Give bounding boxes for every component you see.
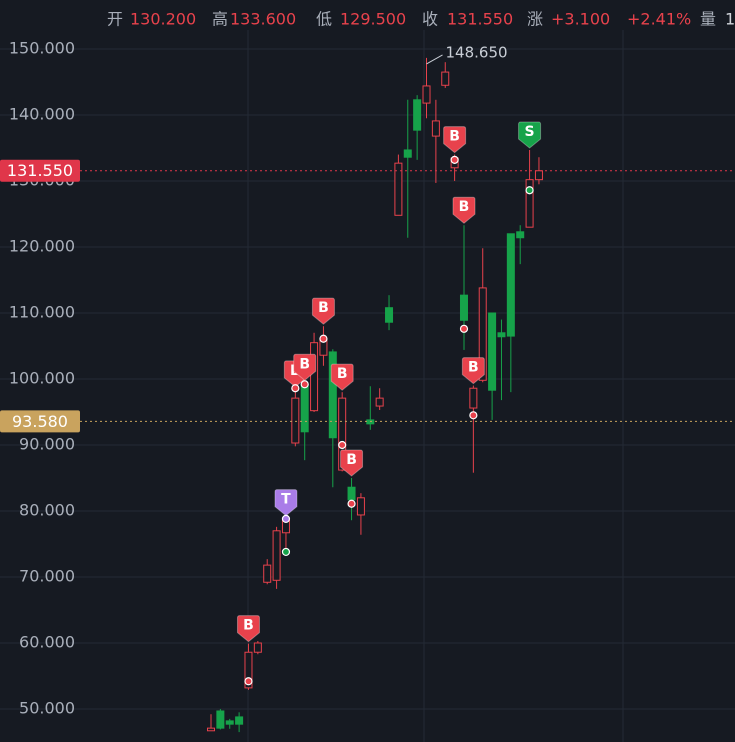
header-label: 高 xyxy=(212,10,228,29)
marker-label: S xyxy=(525,124,535,140)
price-tag xyxy=(0,410,80,433)
marker-label: T xyxy=(281,492,291,508)
candle-body xyxy=(469,387,478,409)
candle-body xyxy=(441,71,450,86)
y-tick-label: 70.000 xyxy=(19,566,75,585)
y-tick-label: 60.000 xyxy=(19,632,75,651)
candle-body xyxy=(207,727,215,732)
marker-label: B xyxy=(243,618,254,634)
candle-body xyxy=(478,287,487,381)
candle-body xyxy=(403,149,412,158)
header-value: 131.550 xyxy=(447,10,513,29)
candle-body xyxy=(413,99,422,131)
candle-body xyxy=(291,397,300,444)
header-value: +2.41% xyxy=(627,10,691,29)
marker-badge xyxy=(452,196,476,224)
price-tag-label: 131.550 xyxy=(7,161,73,180)
marker-badge xyxy=(443,126,467,154)
header-label: 开 xyxy=(107,10,123,29)
candle-body xyxy=(394,162,403,216)
y-tick-label: 100.000 xyxy=(9,368,75,387)
marker-label: B xyxy=(337,366,348,382)
marker-label: B xyxy=(299,356,310,372)
max-label: 148.650 xyxy=(446,43,508,61)
marker-dot xyxy=(525,186,534,195)
marker-badge xyxy=(340,449,364,477)
y-tick-label: 90.000 xyxy=(19,434,75,453)
candle-body xyxy=(216,710,225,729)
header-value: 133.600 xyxy=(230,10,296,29)
y-tick-label: 50.000 xyxy=(19,698,75,717)
marker-badge xyxy=(311,297,335,325)
marker-dot xyxy=(319,334,328,343)
candle-body xyxy=(225,720,234,725)
marker-badge xyxy=(236,615,260,643)
marker-badge xyxy=(330,363,354,391)
candle-body xyxy=(534,170,543,181)
candle-body xyxy=(253,642,262,653)
candle-body xyxy=(356,497,365,516)
marker-badge xyxy=(293,353,317,381)
marker-dot xyxy=(338,440,347,450)
candle-body xyxy=(263,564,272,583)
candle-body xyxy=(366,419,375,425)
signal-dot xyxy=(281,547,291,557)
max-pointer xyxy=(426,54,443,65)
marker-dot xyxy=(459,324,469,333)
header-label: 涨 xyxy=(527,10,543,29)
marker-label: B xyxy=(468,360,479,376)
marker-dot xyxy=(300,380,309,389)
candle-body xyxy=(375,397,384,407)
marker-dot xyxy=(244,677,253,686)
marker-dot xyxy=(469,411,478,420)
candle-body xyxy=(310,342,319,412)
candle-body xyxy=(338,397,347,471)
y-tick-label: 110.000 xyxy=(9,302,75,321)
y-tick-label: 140.000 xyxy=(9,104,75,123)
header-value: +3.100 xyxy=(551,10,610,29)
marker-dot xyxy=(450,155,459,164)
candle-body xyxy=(497,332,506,338)
price-tag xyxy=(0,159,80,182)
marker-dot xyxy=(281,514,291,524)
candle-body xyxy=(244,651,253,689)
candle-body xyxy=(347,486,356,501)
marker-dot xyxy=(347,499,356,508)
candle-body xyxy=(516,231,525,239)
marker-label: B xyxy=(346,452,357,468)
header-label: 低 xyxy=(316,10,332,29)
header-label: 收 xyxy=(422,10,438,29)
candle-body xyxy=(235,716,244,725)
candle-body xyxy=(300,384,309,433)
candle-body xyxy=(488,312,497,391)
marker-label: B xyxy=(449,129,460,145)
candle-body xyxy=(525,179,534,228)
candle-body xyxy=(431,120,440,137)
header-label: 量 xyxy=(700,10,716,29)
candle-body xyxy=(506,233,515,337)
marker-label: B xyxy=(318,300,329,316)
y-tick-label: 120.000 xyxy=(9,236,75,255)
candle-body xyxy=(385,307,394,323)
header-value: 1 xyxy=(725,10,735,29)
header-value: 129.500 xyxy=(340,10,406,29)
y-tick-label: 80.000 xyxy=(19,500,75,519)
marker-label: B xyxy=(459,199,470,215)
candle-body xyxy=(328,351,337,439)
marker-badge xyxy=(274,489,298,517)
marker-dot xyxy=(291,384,300,393)
marker-badge xyxy=(518,121,542,149)
y-tick-label: 150.000 xyxy=(9,38,75,57)
candle-body xyxy=(422,85,431,104)
price-tag-label: 93.580 xyxy=(12,412,68,431)
candle-body xyxy=(272,530,281,581)
marker-badge xyxy=(461,357,485,385)
candle-body xyxy=(459,294,468,321)
header-value: 130.200 xyxy=(130,10,196,29)
